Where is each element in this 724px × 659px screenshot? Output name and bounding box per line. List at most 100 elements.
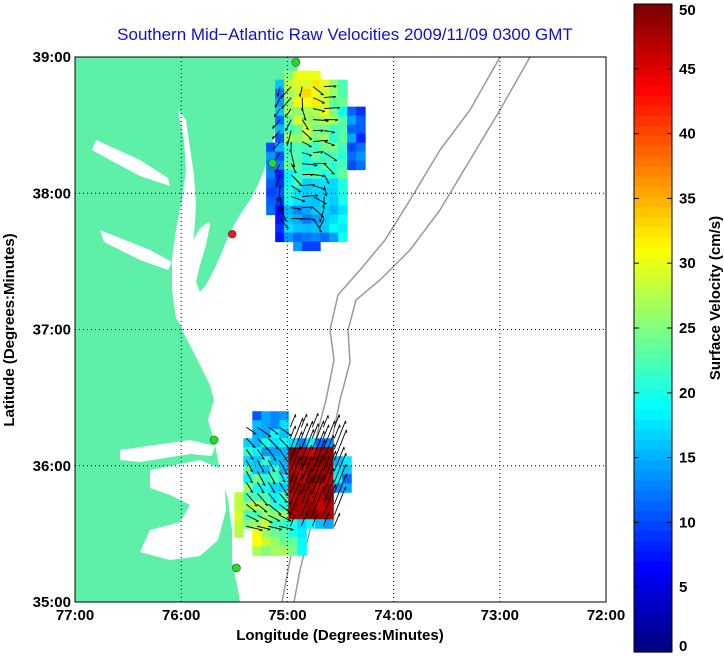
- velocity-cell: [329, 160, 339, 171]
- velocity-arrow-head: [285, 493, 289, 497]
- colorbar-segment: [634, 186, 672, 197]
- velocity-cell: [302, 187, 312, 198]
- velocity-cell: [347, 133, 357, 144]
- velocity-cell: [261, 420, 271, 430]
- velocity-arrow: [278, 460, 288, 475]
- velocity-cell: [311, 142, 321, 153]
- velocity-cell: [288, 447, 298, 457]
- velocity-cell: [252, 438, 262, 448]
- velocity-arrow-head: [261, 457, 265, 460]
- velocity-cell: [279, 465, 289, 475]
- velocity-arrow: [323, 152, 338, 161]
- velocity-cell: [347, 124, 357, 135]
- velocity-cell: [279, 483, 289, 493]
- velocity-cell: [284, 79, 294, 90]
- y-axis-label: Latitude (Degrees:Minutes): [1, 233, 18, 426]
- velocity-arrow: [284, 108, 292, 118]
- velocity-arrow: [279, 514, 292, 522]
- velocity-cell: [270, 483, 280, 493]
- velocity-arrow: [277, 86, 281, 97]
- colorbar-segment: [634, 287, 672, 299]
- velocity-cell: [356, 133, 366, 144]
- velocity-cell: [329, 151, 339, 162]
- velocity-cell: [284, 160, 294, 171]
- velocity-cell: [275, 205, 285, 216]
- velocity-cell: [311, 241, 321, 252]
- velocity-arrow: [291, 207, 302, 210]
- velocity-cell: [266, 151, 276, 162]
- colorbar-segment: [634, 338, 672, 349]
- velocity-cell: [252, 411, 262, 421]
- velocity-arrow-head: [333, 96, 336, 99]
- velocity-cell: [293, 178, 303, 189]
- velocity-cell: [329, 232, 339, 243]
- velocity-cell: [338, 223, 348, 234]
- colorbar-tick-label: 40: [679, 126, 696, 143]
- x-axis-label: Longitude (Degrees:Minutes): [236, 627, 444, 644]
- velocity-cell: [270, 429, 280, 439]
- velocity-arrow: [256, 492, 269, 506]
- velocity-arrow: [278, 471, 286, 483]
- colorbar-segment: [634, 307, 672, 319]
- velocity-cell: [306, 510, 316, 520]
- velocity-cell: [288, 483, 298, 493]
- colorbar-segment: [634, 631, 672, 643]
- velocity-cell: [311, 133, 321, 144]
- velocity-cell: [293, 214, 303, 225]
- velocity-cell: [302, 124, 312, 135]
- velocity-arrow: [274, 163, 281, 174]
- velocity-arrow: [245, 492, 258, 507]
- velocity-arrow-head: [283, 218, 287, 222]
- x-tick-label: 74:00: [374, 607, 412, 624]
- colorbar-segment: [634, 328, 672, 339]
- velocity-arrow: [290, 174, 303, 187]
- velocity-cell: [261, 528, 271, 538]
- velocity-cell: [288, 519, 298, 529]
- velocity-cell: [302, 160, 312, 171]
- velocity-cell: [275, 124, 285, 135]
- velocity-arrow-head: [284, 500, 288, 503]
- velocity-cell: [279, 519, 289, 529]
- colorbar-tick-label: 10: [679, 514, 696, 531]
- colorbar-segment: [634, 64, 672, 76]
- velocity-cell: [279, 546, 289, 556]
- velocity-cell: [306, 438, 316, 448]
- velocity-cell: [311, 115, 321, 126]
- velocity-cell: [338, 142, 348, 153]
- colorbar-label: Surface Velocity (cm/s): [707, 216, 724, 380]
- velocity-cell: [324, 483, 334, 493]
- velocity-cell: [320, 205, 330, 216]
- velocity-cell: [275, 196, 285, 207]
- colorbar-tick-label: 5: [679, 579, 687, 596]
- velocity-arrow-head: [321, 110, 325, 113]
- velocity-cell: [302, 196, 312, 207]
- velocity-cell: [329, 124, 339, 135]
- velocity-arrow: [319, 207, 325, 223]
- velocity-arrow-head: [254, 504, 258, 507]
- colorbar-segment: [634, 621, 672, 633]
- velocity-cell: [329, 88, 339, 99]
- velocity-cell: [270, 438, 280, 448]
- station-marker: [268, 158, 277, 168]
- velocity-arrow: [302, 184, 315, 187]
- station-marker: [291, 58, 301, 67]
- velocity-cell: [315, 456, 325, 466]
- velocity-arrow: [322, 479, 334, 505]
- velocity-arrow-head: [287, 512, 291, 514]
- colorbar-segment: [634, 368, 672, 380]
- velocity-cell: [279, 510, 289, 520]
- velocity-arrow: [289, 425, 296, 439]
- velocity-cell: [302, 97, 312, 108]
- colorbar-segment: [634, 439, 672, 451]
- velocity-cell: [302, 115, 312, 126]
- velocity-cell: [270, 465, 280, 475]
- velocity-cell: [297, 447, 307, 457]
- velocity-arrow: [289, 474, 303, 505]
- land-delmarva: [185, 57, 300, 292]
- velocity-cell: [279, 447, 289, 457]
- velocity-cell: [329, 214, 339, 225]
- velocity-cell: [356, 160, 366, 171]
- colorbar-tick-label: 50: [679, 2, 696, 19]
- velocity-cell: [275, 79, 285, 90]
- velocity-cell: [329, 79, 339, 90]
